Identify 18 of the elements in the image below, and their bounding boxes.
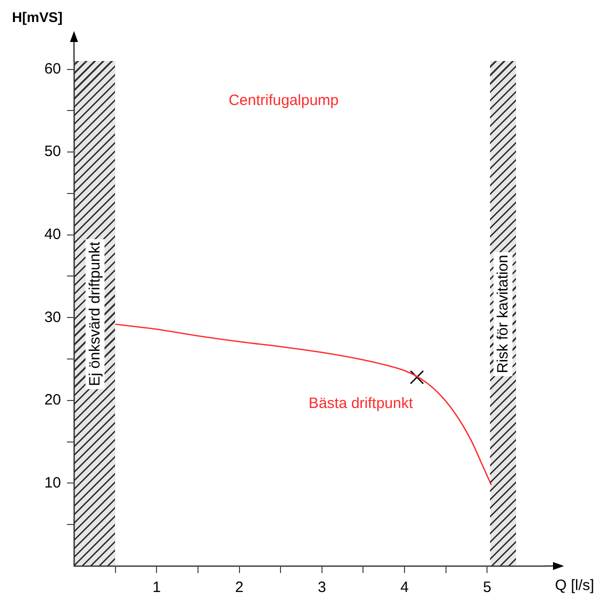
annotation: Bästa driftpunkt — [308, 394, 414, 412]
x-tick-label: 5 — [482, 579, 492, 595]
x-axis-title: Q [l/s] — [555, 577, 594, 594]
x-tick-label: 3 — [318, 579, 326, 595]
y-tick-label: 50 — [44, 143, 61, 160]
y-axis-title: H[mVS] — [12, 9, 63, 25]
y-tick-label: 60 — [44, 60, 61, 78]
line-series — [114, 324, 492, 486]
x-tick-label: 1 — [152, 579, 161, 595]
band-label: Risk för kavitation — [494, 251, 513, 376]
y-tick-label: 20 — [44, 392, 61, 409]
x-tick-label: 2 — [235, 579, 244, 595]
y-tick-label: 10 — [44, 474, 61, 492]
y-tick-label: 40 — [44, 226, 61, 243]
x-tick-label: 4 — [400, 579, 409, 595]
band-label: Ej önksvärd driftpunkt — [85, 238, 104, 389]
y-tick-label: 30 — [44, 308, 61, 326]
annotation: Centrifugalpump — [228, 92, 339, 110]
